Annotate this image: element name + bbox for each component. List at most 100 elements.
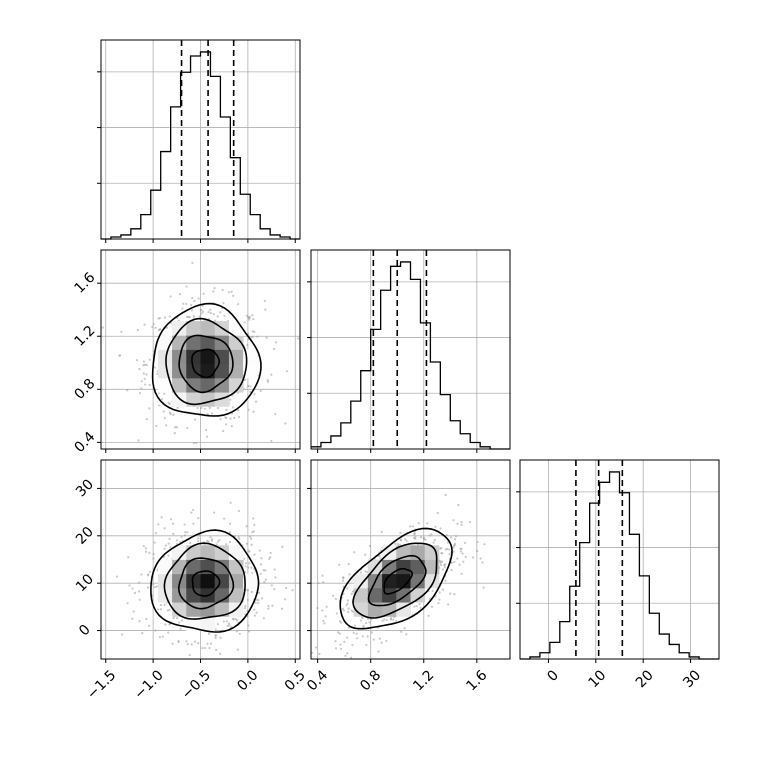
scatter-point <box>472 556 475 559</box>
scatter-point <box>446 541 450 544</box>
contour-level-3 <box>151 302 262 417</box>
density-cell <box>172 377 187 393</box>
scatter-point <box>153 366 156 369</box>
scatter-point <box>237 509 241 513</box>
scatter-point <box>138 620 141 623</box>
scatter-point <box>225 416 228 420</box>
scatter-point <box>285 586 288 590</box>
scatter-point <box>260 557 263 560</box>
y-tick-label-p2: 20 <box>73 524 97 548</box>
density-cell <box>186 573 201 589</box>
scatter-point <box>236 303 240 306</box>
scatter-point <box>229 417 232 420</box>
scatter-point <box>426 522 429 525</box>
scatter-point <box>247 384 250 387</box>
scatter-point <box>176 406 179 409</box>
scatter-point <box>158 636 161 639</box>
density-cell <box>228 377 244 393</box>
density-cell <box>214 545 230 560</box>
scatter-point <box>167 542 170 545</box>
scatter-point <box>367 617 370 621</box>
scatter-point <box>201 646 204 650</box>
scatter-point <box>196 406 199 410</box>
scatter-point <box>247 566 250 569</box>
scatter-point <box>245 525 248 528</box>
scatter-point <box>163 547 166 550</box>
scatter-point <box>118 354 121 357</box>
scatter-point <box>250 537 253 540</box>
scatter-point <box>463 541 467 545</box>
scatter-point <box>143 323 146 326</box>
scatter-point <box>225 543 228 546</box>
scatter-point <box>461 552 464 555</box>
scatter-point <box>225 423 228 426</box>
scatter-point <box>379 557 382 560</box>
scatter-point <box>430 605 434 608</box>
scatter-point <box>238 537 241 541</box>
scatter-point <box>255 598 258 601</box>
scatter-point <box>447 603 450 606</box>
density-cell <box>214 559 230 575</box>
x-tick-label-p1: 1.6 <box>463 667 490 694</box>
scatter-point <box>252 517 255 520</box>
scatter-point <box>145 363 148 367</box>
scatter-point <box>246 598 249 601</box>
scatter-point <box>444 548 448 551</box>
scatter-point <box>247 408 250 411</box>
scatter-point <box>163 603 166 606</box>
density-cell <box>396 559 411 575</box>
panel-frame <box>519 459 720 660</box>
scatter-point <box>378 637 381 640</box>
scatter-point <box>295 664 297 666</box>
scatter-point <box>380 530 383 534</box>
scatter-point <box>164 661 166 663</box>
scatter-point <box>138 581 141 584</box>
scatter-point <box>331 594 335 598</box>
scatter-point <box>259 572 262 575</box>
scatter-point <box>192 315 195 318</box>
scatter-point <box>444 493 447 497</box>
scatter-point <box>182 302 185 305</box>
scatter-point <box>270 373 273 376</box>
scatter-point <box>372 638 375 641</box>
scatter-point <box>152 322 155 326</box>
scatter-point <box>153 586 156 589</box>
scatter-point <box>208 406 211 409</box>
scatter-point <box>353 624 357 627</box>
scatter-point <box>351 590 355 593</box>
scatter-point <box>131 617 134 620</box>
scatter-point <box>143 363 147 366</box>
scatter-point <box>341 576 345 579</box>
scatter-point <box>366 635 369 638</box>
scatter-point <box>297 337 300 340</box>
scatter-point <box>457 503 460 507</box>
scatter-point <box>175 426 179 429</box>
scatter-point <box>251 531 254 534</box>
scatter-point <box>413 605 416 608</box>
scatter-point <box>205 428 208 432</box>
scatter-point <box>196 540 200 543</box>
scatter-point <box>269 551 272 555</box>
scatter-point <box>236 648 239 651</box>
scatter-point <box>144 550 148 553</box>
scatter-point <box>157 523 160 526</box>
y-tick-label-p1: 0.8 <box>71 376 98 403</box>
y-tick-label-p2: 0 <box>76 622 94 640</box>
y-tick-label-p1: 0.4 <box>71 429 98 456</box>
scatter-point <box>381 619 384 623</box>
scatter-point <box>456 557 459 560</box>
scatter-point <box>453 544 456 547</box>
scatter-point <box>267 605 270 608</box>
scatter-point <box>444 563 447 566</box>
scatter-point <box>404 538 407 541</box>
scatter-point <box>227 622 231 625</box>
scatter-point <box>347 607 350 610</box>
scatter-point <box>184 531 187 534</box>
density-cell <box>157 559 173 575</box>
scatter-point <box>132 610 135 613</box>
scatter-point <box>353 551 356 554</box>
scatter-point <box>209 642 213 645</box>
scatter-point <box>183 523 186 526</box>
scatter-point <box>359 619 362 622</box>
